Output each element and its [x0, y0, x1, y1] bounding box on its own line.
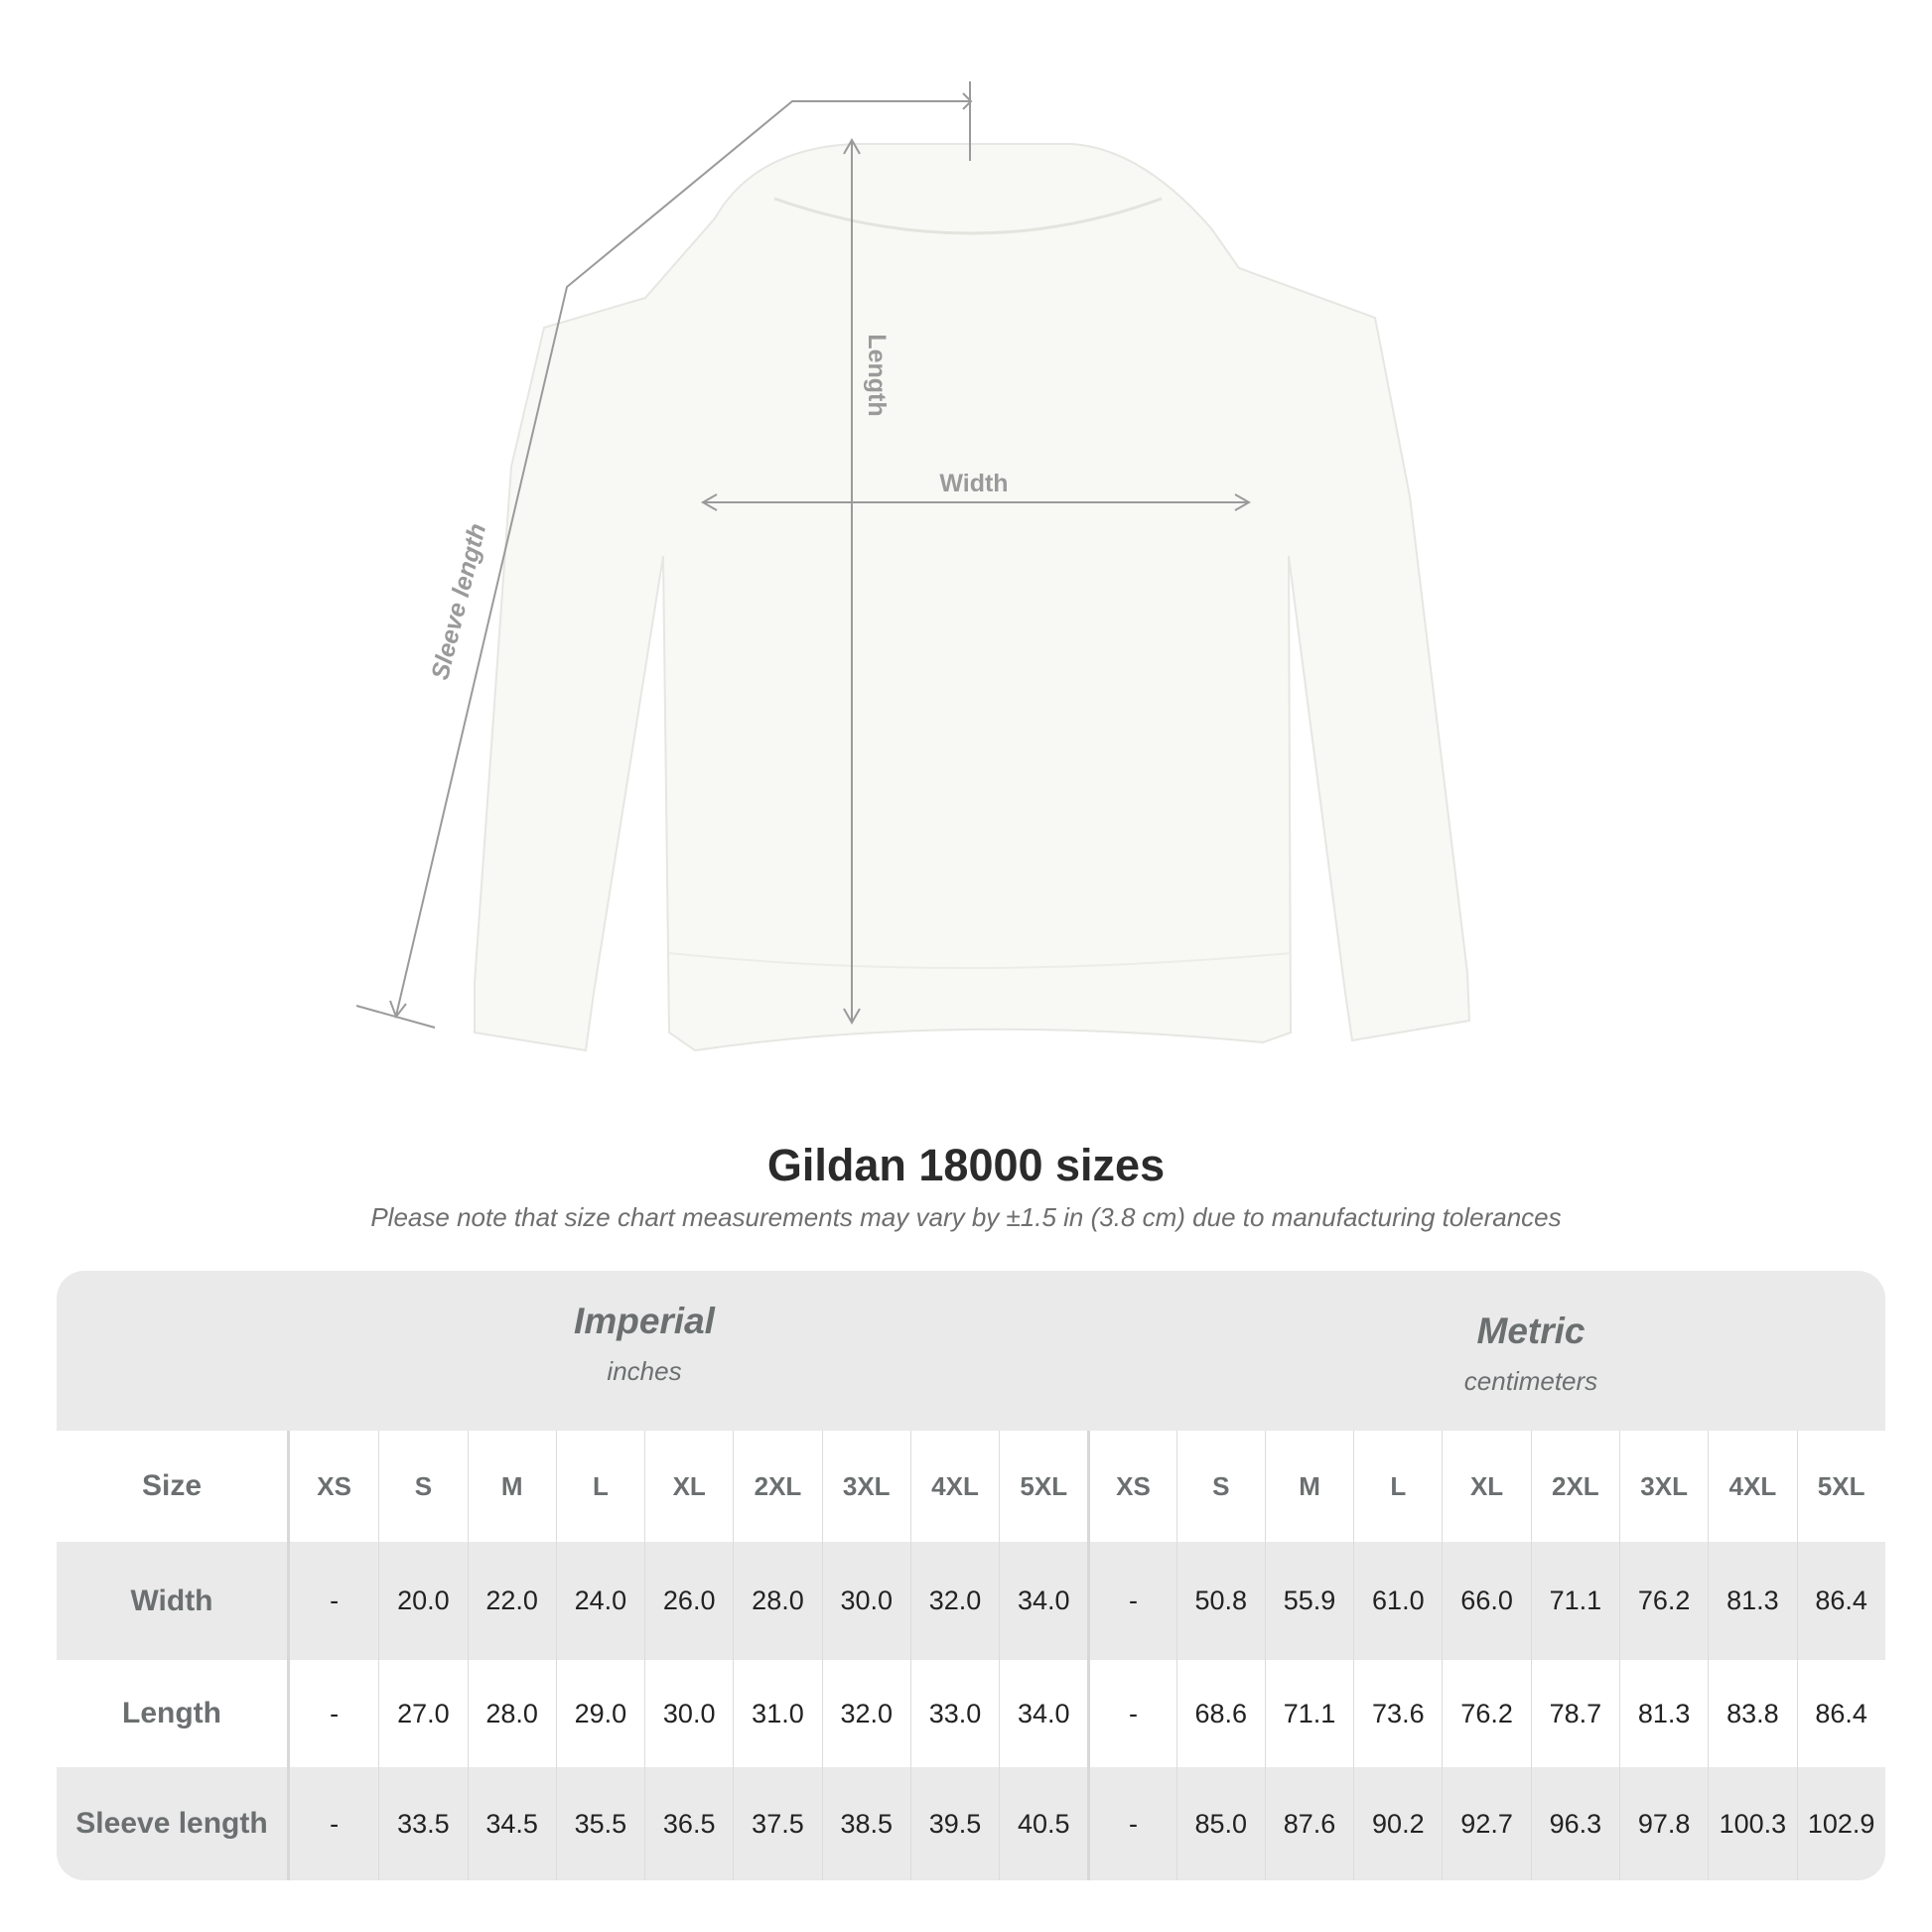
measure-lines: [355, 81, 1252, 1029]
tolerance-note: Please note that size chart measurements…: [370, 1202, 1562, 1232]
table-cell-imperial: 28.0: [467, 1660, 556, 1767]
imperial-title: Imperial: [574, 1301, 715, 1341]
table-cell-imperial: -: [330, 1586, 340, 1615]
table-cell-metric: -: [1087, 1767, 1175, 1880]
table-cell-imperial: 24.0: [555, 1542, 644, 1660]
table-row: Length -27.0 28.0 29.0 30.0 31.0 32.0 33.0 34.0-…: [57, 1660, 1885, 1767]
size-header-metric: L: [1353, 1431, 1442, 1542]
size-header-imperial: 3XL: [821, 1431, 910, 1542]
size-header-metric: 5XL: [1796, 1431, 1885, 1542]
table-cell-metric: 71.1: [1530, 1542, 1619, 1660]
table-cell-metric: 86.4: [1796, 1660, 1885, 1767]
table-cell-imperial: 33.5: [378, 1767, 467, 1880]
table-cell-imperial: 34.0: [999, 1660, 1087, 1767]
table-cell-metric: 83.8: [1708, 1660, 1796, 1767]
size-table: Imperial inches Metric centimeters Size X…: [57, 1271, 1885, 1880]
table-cell-metric: 86.4: [1796, 1542, 1885, 1660]
sleeve-length-label: Sleeve length: [426, 520, 491, 682]
table-cell-metric: 61.0: [1353, 1542, 1442, 1660]
table-cell-imperial: 28.0: [733, 1542, 821, 1660]
size-header-metric: M: [1264, 1431, 1353, 1542]
table-cell-imperial: 37.5: [733, 1767, 821, 1880]
metric-header: Metric centimeters: [1176, 1311, 1885, 1397]
size-header-metric: S: [1175, 1431, 1265, 1542]
table-cell-metric: 66.0: [1442, 1542, 1530, 1660]
table-cell-imperial: 26.0: [644, 1542, 733, 1660]
table-cell-imperial: 34.0: [999, 1542, 1087, 1660]
table-cell-metric: 96.3: [1530, 1767, 1619, 1880]
length-label: Length: [863, 334, 891, 416]
table-cell-imperial: 27.0: [378, 1660, 467, 1767]
table-cell-metric: 97.8: [1618, 1767, 1708, 1880]
table-cell-imperial: 38.5: [821, 1767, 910, 1880]
table-cell-imperial: 33.0: [909, 1660, 999, 1767]
table-cell-metric: 102.9: [1796, 1767, 1885, 1880]
size-header-imperial: M: [467, 1431, 556, 1542]
table-cell-metric: 87.6: [1264, 1767, 1353, 1880]
table-cell-metric: 81.3: [1618, 1660, 1708, 1767]
size-header-imperial: 2XL: [733, 1431, 821, 1542]
size-row: Size XS S M L XL 2XL 3XL 4XL 5XL XS S M L XL 2XL 3XL 4XL 5…: [57, 1431, 1885, 1542]
table-cell-metric: 68.6: [1175, 1660, 1265, 1767]
table-row: Width -20.0 22.0 24.0 26.0 28.0 30.0 32.0 34.0-5…: [57, 1542, 1885, 1660]
table-cell-imperial: 39.5: [909, 1767, 999, 1880]
imperial-unit: inches: [607, 1356, 682, 1386]
size-header-imperial: XS: [317, 1470, 351, 1501]
table-cell-metric: -: [1087, 1542, 1175, 1660]
size-header-imperial: 4XL: [909, 1431, 999, 1542]
table-cell-imperial: 29.0: [555, 1660, 644, 1767]
table-cell-imperial: 30.0: [821, 1542, 910, 1660]
sweatshirt-image: [474, 143, 1471, 1052]
table-cell-metric: 85.0: [1175, 1767, 1265, 1880]
table-cell-metric: 90.2: [1353, 1767, 1442, 1880]
table-cell-metric: -: [1087, 1660, 1175, 1767]
table-cell-imperial: 20.0: [378, 1542, 467, 1660]
row-label: Size: [57, 1431, 290, 1542]
table-cell-imperial: 30.0: [644, 1660, 733, 1767]
table-cell-imperial: 32.0: [909, 1542, 999, 1660]
table-row: Sleeve length - 33.5 34.5 35.5 36.5 37.5 38.5 39…: [57, 1767, 1885, 1880]
metric-unit: centimeters: [1463, 1366, 1598, 1396]
sweatshirt-diagram: Length Width Sleeve length: [355, 81, 1471, 1052]
table-cell-imperial: -: [330, 1698, 340, 1728]
size-header-imperial: S: [378, 1431, 467, 1542]
width-label: Width: [939, 470, 1008, 497]
table-cell-metric: 71.1: [1264, 1660, 1353, 1767]
imperial-header: Imperial inches: [290, 1301, 999, 1387]
table-cell-imperial: 32.0: [821, 1660, 910, 1767]
table-cell-imperial: 22.0: [467, 1542, 556, 1660]
size-header-imperial: XL: [644, 1431, 733, 1542]
table-cell-metric: 76.2: [1618, 1542, 1708, 1660]
size-header-metric: 3XL: [1618, 1431, 1708, 1542]
size-header-metric: XL: [1442, 1431, 1530, 1542]
table-cell-metric: 50.8: [1175, 1542, 1265, 1660]
table-cell-imperial: -: [330, 1808, 340, 1839]
size-header-imperial: 5XL: [999, 1431, 1087, 1542]
table-cell-metric: 78.7: [1530, 1660, 1619, 1767]
size-header-metric: XS: [1087, 1431, 1175, 1542]
row-label: Length: [57, 1660, 290, 1767]
table-cell-imperial: 36.5: [644, 1767, 733, 1880]
table-cell-metric: 73.6: [1353, 1660, 1442, 1767]
table-cell-metric: 100.3: [1708, 1767, 1796, 1880]
table-cell-imperial: 40.5: [999, 1767, 1087, 1880]
row-label: Width: [57, 1542, 290, 1660]
table-cell-metric: 55.9: [1264, 1542, 1353, 1660]
page-title: Gildan 18000 sizes: [766, 1140, 1166, 1190]
row-label: Sleeve length: [57, 1767, 290, 1880]
table-cell-metric: 81.3: [1708, 1542, 1796, 1660]
size-header-metric: 4XL: [1708, 1431, 1796, 1542]
table-cell-metric: 76.2: [1442, 1660, 1530, 1767]
metric-title: Metric: [1476, 1311, 1586, 1351]
table-cell-imperial: 31.0: [733, 1660, 821, 1767]
table-cell-imperial: 35.5: [555, 1767, 644, 1880]
table-cell-imperial: 34.5: [467, 1767, 556, 1880]
table-header: Imperial inches Metric centimeters: [57, 1271, 1885, 1431]
size-header-metric: 2XL: [1530, 1431, 1619, 1542]
size-header-imperial: L: [555, 1431, 644, 1542]
table-cell-metric: 92.7: [1442, 1767, 1530, 1880]
